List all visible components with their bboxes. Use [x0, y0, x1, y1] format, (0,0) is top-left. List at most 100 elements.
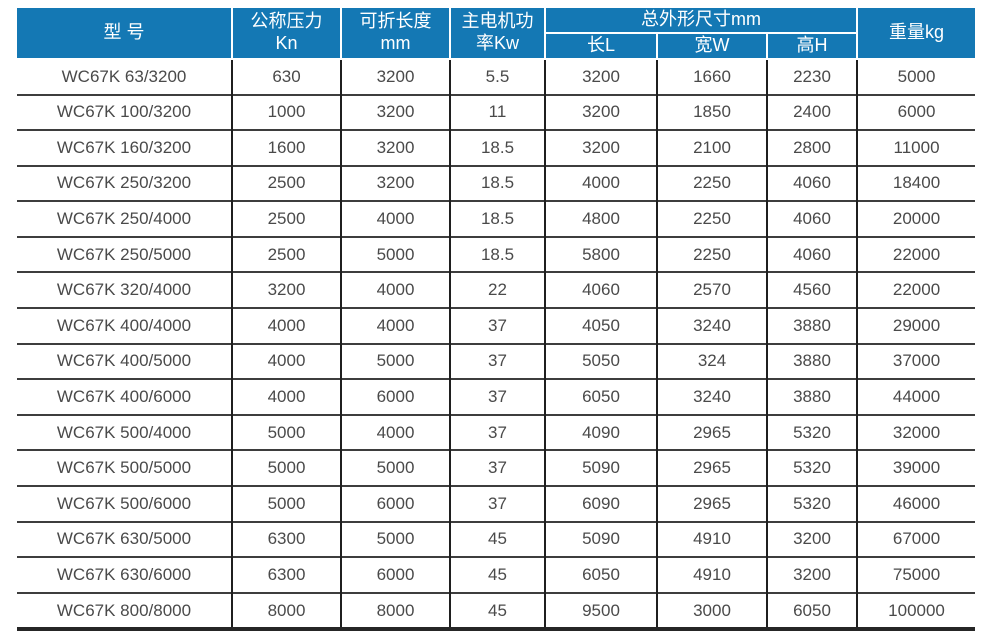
value-cell: 37 [449, 342, 545, 380]
value-cell: 1600 [231, 129, 341, 166]
value-cell: 4560 [765, 271, 858, 309]
model-cell: WC67K 320/4000 [17, 271, 232, 309]
value-cell: 3200 [765, 556, 858, 593]
model-cell: WC67K 400/6000 [17, 378, 232, 415]
value-cell: 5050 [544, 342, 657, 380]
value-cell: 3200 [340, 58, 450, 95]
value-cell: 67000 [856, 520, 976, 558]
value-cell: 5800 [544, 235, 657, 273]
value-cell: 6090 [544, 485, 657, 522]
value-cell: 6050 [765, 591, 858, 632]
value-cell: 5000 [231, 413, 341, 451]
value-cell: 6000 [856, 93, 976, 131]
table-row: WC67K 630/6000 6300 6000 45 6050 4910 3200 7500… [17, 556, 976, 593]
value-cell: 4000 [231, 378, 341, 415]
value-cell: 22 [449, 271, 545, 309]
value-cell: 6300 [231, 520, 341, 558]
value-cell: 39000 [856, 449, 976, 487]
value-cell: 1850 [656, 93, 767, 131]
value-cell: 2500 [231, 235, 341, 273]
value-cell: 11000 [856, 129, 976, 166]
header-fold-length: 可折长度 mm [340, 8, 451, 60]
value-cell: 37 [449, 485, 545, 522]
model-cell: WC67K 250/4000 [17, 200, 232, 237]
value-cell: 2965 [656, 485, 767, 522]
table-row: WC67K 500/6000 5000 6000 37 6090 2965 5320 4600… [17, 485, 976, 522]
value-cell: 2250 [656, 164, 767, 202]
value-cell: 5000 [231, 485, 341, 522]
value-cell: 4060 [544, 271, 657, 309]
value-cell: 2500 [231, 200, 341, 237]
value-cell: 37 [449, 413, 545, 451]
value-cell: 3200 [340, 93, 450, 131]
value-cell: 4000 [340, 413, 450, 451]
value-cell: 6300 [231, 556, 341, 593]
value-cell: 4060 [765, 164, 858, 202]
table-row: WC67K 160/3200 1600 3200 18.5 3200 2100 2800 11… [17, 129, 976, 166]
value-cell: 5000 [340, 342, 450, 380]
model-cell: WC67K 800/8000 [17, 591, 232, 632]
value-cell: 5090 [544, 449, 657, 487]
value-cell: 4000 [340, 200, 450, 237]
value-cell: 6000 [340, 485, 450, 522]
value-cell: 3200 [544, 93, 657, 131]
table-row: WC67K 250/4000 2500 4000 18.5 4800 2250 4060 20… [17, 200, 976, 237]
model-cell: WC67K 160/3200 [17, 129, 232, 166]
value-cell: 2570 [656, 271, 767, 309]
value-cell: 4800 [544, 200, 657, 237]
value-cell: 3880 [765, 342, 858, 380]
value-cell: 3200 [765, 520, 858, 558]
value-cell: 6050 [544, 556, 657, 593]
header-dim-w: 宽W [656, 31, 768, 60]
table-row: WC67K 800/8000 8000 8000 45 9500 3000 6050 1000… [17, 591, 976, 632]
value-cell: 18.5 [449, 164, 545, 202]
value-cell: 2800 [765, 129, 858, 166]
value-cell: 6000 [340, 556, 450, 593]
value-cell: 2965 [656, 449, 767, 487]
value-cell: 3880 [765, 307, 858, 344]
header-dim-h: 高H [765, 31, 859, 60]
model-cell: WC67K 250/3200 [17, 164, 232, 202]
value-cell: 5000 [340, 520, 450, 558]
header-weight: 重量kg [856, 8, 976, 60]
table-row: WC67K 500/5000 5000 5000 37 5090 2965 5320 3900… [17, 449, 976, 487]
table-row: WC67K 400/4000 4000 4000 37 4050 3240 3880 2900… [17, 307, 976, 344]
value-cell: 18.5 [449, 200, 545, 237]
value-cell: 18.5 [449, 235, 545, 273]
value-cell: 20000 [856, 200, 976, 237]
value-cell: 4060 [765, 235, 858, 273]
value-cell: 3200 [544, 129, 657, 166]
value-cell: 22000 [856, 235, 976, 273]
value-cell: 630 [231, 58, 341, 95]
value-cell: 32000 [856, 413, 976, 451]
value-cell: 6050 [544, 378, 657, 415]
value-cell: 45 [449, 556, 545, 593]
value-cell: 2230 [765, 58, 858, 95]
value-cell: 37000 [856, 342, 976, 380]
value-cell: 5090 [544, 520, 657, 558]
value-cell: 2250 [656, 235, 767, 273]
value-cell: 45 [449, 520, 545, 558]
model-cell: WC67K 630/5000 [17, 520, 232, 558]
table-header: 型 号 公称压力 Kn 可折长度 mm 主电机功 率Kw 总外形尺寸mm 重量k… [17, 8, 976, 60]
value-cell: 18400 [856, 164, 976, 202]
table-row: WC67K 250/3200 2500 3200 18.5 4000 2250 4060 18… [17, 164, 976, 202]
table-row: WC67K 250/5000 2500 5000 18.5 5800 2250 4060 22… [17, 235, 976, 273]
value-cell: 6000 [340, 378, 450, 415]
value-cell: 5320 [765, 485, 858, 522]
value-cell: 3200 [340, 164, 450, 202]
value-cell: 5320 [765, 413, 858, 451]
table-row: WC67K 320/4000 3200 4000 22 4060 2570 4560 2200… [17, 271, 976, 309]
value-cell: 75000 [856, 556, 976, 593]
value-cell: 5000 [340, 235, 450, 273]
table-row: WC67K 630/5000 6300 5000 45 5090 4910 3200 6700… [17, 520, 976, 558]
value-cell: 37 [449, 449, 545, 487]
model-cell: WC67K 400/4000 [17, 307, 232, 344]
value-cell: 4000 [340, 307, 450, 344]
value-cell: 4000 [340, 271, 450, 309]
value-cell: 3200 [544, 58, 657, 95]
value-cell: 5.5 [449, 58, 545, 95]
model-cell: WC67K 500/4000 [17, 413, 232, 451]
header-pressure: 公称压力 Kn [231, 8, 342, 60]
